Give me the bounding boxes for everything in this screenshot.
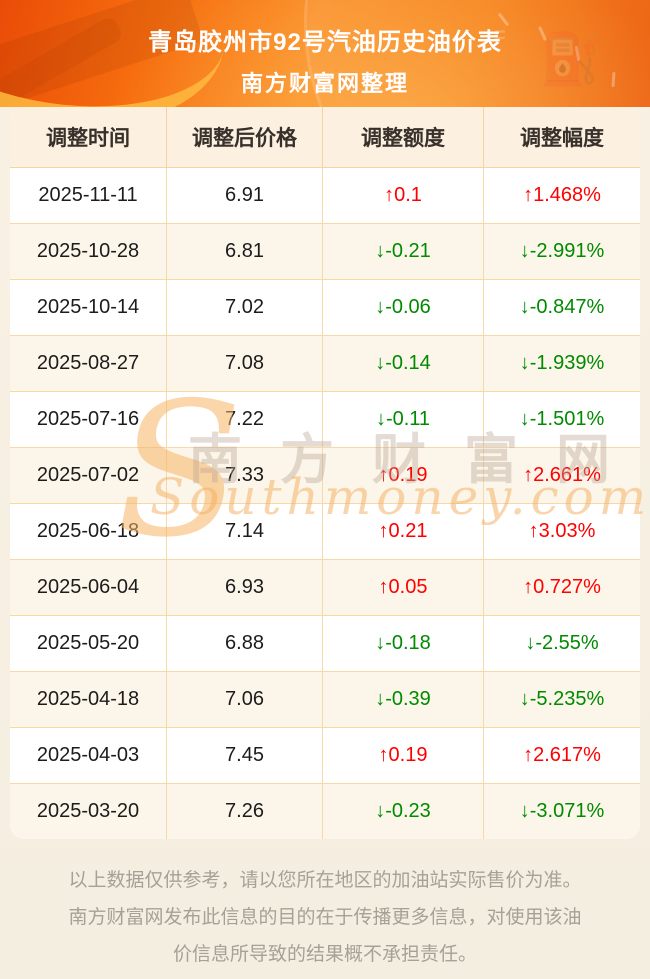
cell-change-amount: ↓-0.14 [323,336,484,391]
table-body: 2025-11-11 6.91 ↑0.1 ↑1.468% 2025-10-28 … [10,168,640,839]
page-subtitle: 南方财富网整理 [240,71,409,96]
cell-change-percent: ↓-2.991% [519,240,605,262]
cell-price-after: 7.22 [167,392,323,447]
table-row: 2025-06-18 7.14 ↑0.21 ↑3.03% [10,503,640,559]
table-row: 2025-05-20 6.88 ↓-0.18 ↓-2.55% [10,615,640,671]
cell-change-percent: ↑3.03% [528,520,596,542]
cell-adjust-date: 2025-04-03 [10,728,167,783]
cell-adjust-date: 2025-05-20 [10,616,167,671]
header-banner: F ⛽ 青岛胶州市92号汽油历史油价表 南方财富网整理 [0,0,650,107]
cell-change-percent: ↓-0.847% [519,296,605,318]
cell-adjust-date: 2025-03-20 [10,784,167,839]
cell-change-percent: ↑1.468% [523,184,601,206]
table-header-row: 调整时间 调整后价格 调整额度 调整幅度 [10,107,640,168]
column-header-range: 调整幅度 [520,127,604,150]
cell-adjust-date: 2025-06-18 [10,504,167,559]
column-header-price: 调整后价格 [167,107,323,167]
cell-adjust-date: 2025-08-27 [10,336,167,391]
cell-change-amount: ↑0.19 [323,448,484,503]
cell-adjust-date: 2025-10-14 [10,280,167,335]
cell-adjust-date: 2025-04-18 [10,672,167,727]
table-row: 2025-07-16 7.22 ↓-0.11 ↓-1.501% [10,391,640,447]
table-row: 2025-03-20 7.26 ↓-0.23 ↓-3.071% [10,783,640,839]
cell-price-after: 7.06 [167,672,323,727]
table-row: 2025-08-27 7.08 ↓-0.14 ↓-1.939% [10,335,640,391]
cell-adjust-date: 2025-11-11 [10,168,167,223]
cell-change-percent: ↓-1.501% [519,408,605,430]
cell-change-amount: ↑0.1 [323,168,484,223]
column-header-time: 调整时间 [10,107,167,167]
cell-price-after: 7.33 [167,448,323,503]
cell-change-amount: ↓-0.18 [323,616,484,671]
cell-change-amount: ↓-0.11 [323,392,484,447]
cell-change-amount: ↓-0.06 [323,280,484,335]
cell-price-after: 6.93 [167,560,323,615]
cell-change-percent: ↑0.727% [523,576,601,598]
cell-adjust-date: 2025-10-28 [10,224,167,279]
table-row: 2025-07-02 7.33 ↑0.19 ↑2.661% [10,447,640,503]
cell-price-after: 6.88 [167,616,323,671]
table-row: 2025-10-14 7.02 ↓-0.06 ↓-0.847% [10,279,640,335]
cell-change-amount: ↓-0.23 [323,784,484,839]
cell-change-amount: ↑0.21 [323,504,484,559]
fuel-gauge-arc-icon [304,0,650,107]
cell-change-amount: ↑0.05 [323,560,484,615]
table-row: 2025-04-18 7.06 ↓-0.39 ↓-5.235% [10,671,640,727]
cell-adjust-date: 2025-07-02 [10,448,167,503]
cell-change-percent: ↓-1.939% [519,352,605,374]
cell-change-percent: ↓-5.235% [519,688,605,710]
cell-adjust-date: 2025-06-04 [10,560,167,615]
cell-price-after: 6.81 [167,224,323,279]
table-row: 2025-10-28 6.81 ↓-0.21 ↓-2.991% [10,223,640,279]
table-row: 2025-06-04 6.93 ↑0.05 ↑0.727% [10,559,640,615]
price-table: 调整时间 调整后价格 调整额度 调整幅度 2025-11-11 6.91 ↑0.… [10,107,640,839]
cell-adjust-date: 2025-07-16 [10,392,167,447]
cell-price-after: 6.91 [167,168,323,223]
disclaimer-text: 以上数据仅供参考，请以您所在地区的加油站实际售价为准。南方财富网发布此信息的目的… [68,870,582,966]
cell-change-percent: ↓-2.55% [525,632,599,654]
gauge-full-label: F [494,28,506,49]
page-title: 青岛胶州市92号汽油历史油价表 [148,29,502,56]
cell-price-after: 7.26 [167,784,323,839]
cell-price-after: 7.02 [167,280,323,335]
cell-change-amount: ↓-0.21 [323,224,484,279]
table-row: 2025-11-11 6.91 ↑0.1 ↑1.468% [10,168,640,223]
cell-price-after: 7.08 [167,336,323,391]
cell-change-percent: ↑2.661% [523,464,601,486]
cell-price-after: 7.14 [167,504,323,559]
table-row: 2025-04-03 7.45 ↑0.19 ↑2.617% [10,727,640,783]
cell-change-amount: ↓-0.39 [323,672,484,727]
cell-price-after: 7.45 [167,728,323,783]
cell-change-percent: ↑2.617% [523,744,601,766]
cell-change-percent: ↓-3.071% [519,800,605,822]
cell-change-amount: ↑0.19 [323,728,484,783]
column-header-amount: 调整额度 [323,107,484,167]
fuel-pump-icon: ⛽ [539,31,602,87]
